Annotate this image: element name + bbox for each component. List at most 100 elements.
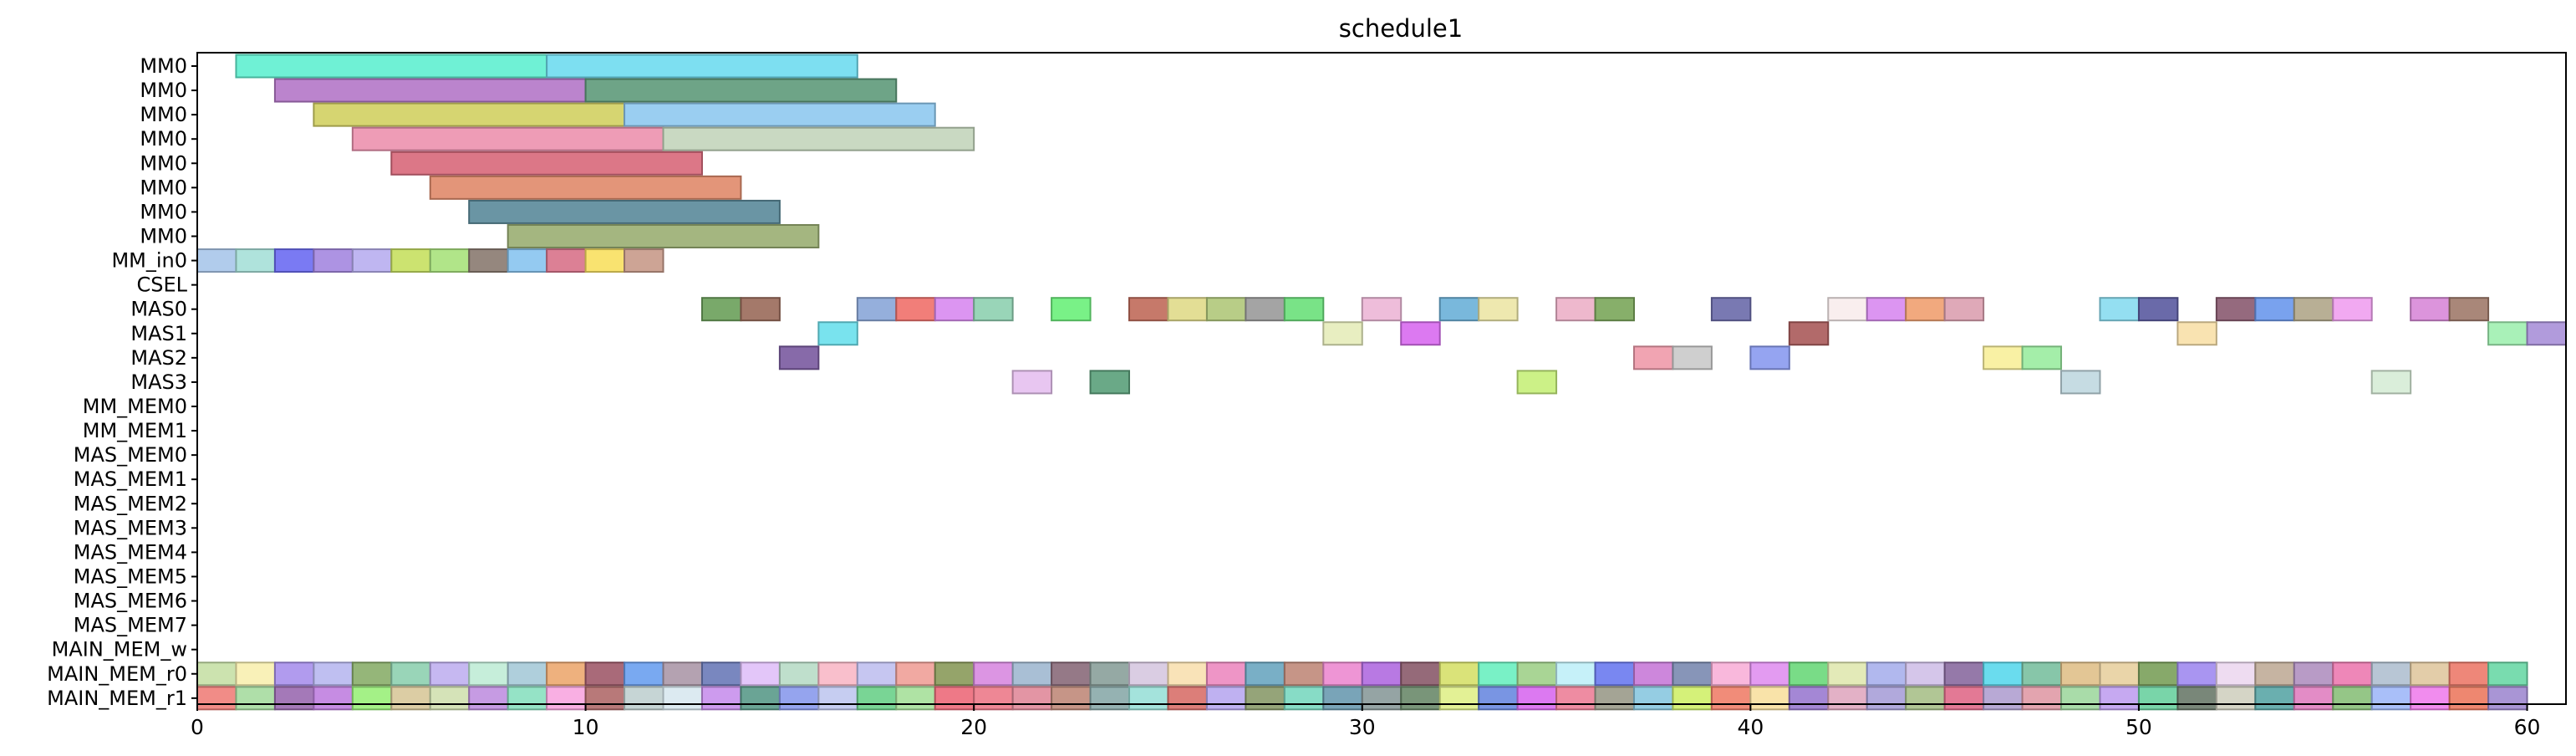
task-bar-116 — [1905, 662, 1946, 687]
task-bar-55 — [1322, 321, 1363, 346]
y-label-21: MAS_MEM5 — [74, 564, 187, 588]
task-bar-4 — [313, 102, 626, 127]
task-bar-141 — [546, 686, 587, 711]
task-bar-129 — [2410, 662, 2451, 687]
task-bar-182 — [2137, 686, 2179, 711]
task-bar-158 — [1205, 686, 1247, 711]
task-bar-23 — [624, 248, 664, 273]
task-bar-59 — [2487, 321, 2528, 346]
y-label-4: MM0 — [140, 151, 187, 175]
task-bar-124 — [2215, 662, 2257, 687]
task-bar-172 — [1749, 686, 1790, 711]
task-bar-183 — [2176, 686, 2217, 711]
task-bar-117 — [1943, 662, 1985, 687]
task-bar-49 — [2254, 297, 2295, 322]
task-bar-151 — [934, 686, 975, 711]
task-bar-96 — [1128, 662, 1169, 687]
y-label-7: MM0 — [140, 224, 187, 248]
task-bar-164 — [1438, 686, 1480, 711]
x-tick-label-50: 50 — [2125, 715, 2152, 739]
task-bar-174 — [1827, 686, 1868, 711]
task-bar-31 — [1128, 297, 1169, 322]
task-bar-48 — [2215, 297, 2257, 322]
task-bar-32 — [1167, 297, 1208, 322]
task-bar-69 — [1516, 370, 1558, 395]
task-bar-91 — [934, 662, 975, 687]
task-bar-2 — [273, 78, 587, 103]
task-bar-186 — [2293, 686, 2334, 711]
y-label-19: MAS_MEM3 — [74, 516, 187, 539]
task-bar-15 — [313, 248, 354, 273]
task-bar-166 — [1516, 686, 1558, 711]
task-bar-103 — [1400, 662, 1441, 687]
y-label-17: MAS_MEM1 — [74, 467, 187, 491]
task-bar-34 — [1245, 297, 1285, 322]
x-tick-label-20: 20 — [960, 715, 987, 739]
task-bar-146 — [740, 686, 781, 711]
x-axis: 0 10 20 30 40 50 60 — [191, 704, 2540, 739]
task-bar-64 — [1749, 345, 1790, 370]
task-bar-118 — [1983, 662, 2024, 687]
task-bar-65 — [1983, 345, 2024, 370]
task-bar-26 — [856, 297, 898, 322]
task-bar-137 — [390, 686, 431, 711]
y-label-25: MAIN_MEM_r0 — [47, 662, 187, 686]
task-bar-60 — [2526, 321, 2568, 346]
task-bar-95 — [1089, 662, 1131, 687]
task-bar-154 — [1051, 686, 1092, 711]
task-bar-177 — [1943, 686, 1985, 711]
task-bar-133 — [235, 686, 276, 711]
task-bar-160 — [1283, 686, 1325, 711]
task-bar-36 — [1361, 297, 1403, 322]
task-bar-175 — [1866, 686, 1907, 711]
task-bar-67 — [1011, 370, 1053, 395]
task-bar-12 — [196, 248, 237, 273]
task-bar-110 — [1672, 662, 1713, 687]
task-bar-74 — [273, 662, 315, 687]
task-bar-53 — [2448, 297, 2490, 322]
task-bar-179 — [2021, 686, 2063, 711]
task-bar-71 — [2370, 370, 2412, 395]
task-bar-78 — [429, 662, 471, 687]
y-label-18: MAS_MEM2 — [74, 492, 187, 515]
task-bar-57 — [1788, 321, 1830, 346]
task-bar-189 — [2410, 686, 2451, 711]
task-bar-135 — [313, 686, 354, 711]
task-bar-9 — [429, 175, 742, 200]
task-bar-115 — [1866, 662, 1907, 687]
task-bar-163 — [1400, 686, 1441, 711]
y-label-2: MM0 — [140, 103, 187, 126]
x-tick-label-0: 0 — [191, 715, 204, 739]
task-bar-82 — [584, 662, 626, 687]
x-tick-label-40: 40 — [1737, 715, 1764, 739]
task-bar-188 — [2370, 686, 2412, 711]
task-bar-185 — [2254, 686, 2295, 711]
task-bar-142 — [584, 686, 626, 711]
task-bar-45 — [1943, 297, 1985, 322]
task-bar-100 — [1283, 662, 1325, 687]
task-bar-156 — [1128, 686, 1169, 711]
task-bar-25 — [740, 297, 781, 322]
task-bar-159 — [1245, 686, 1285, 711]
task-bar-46 — [2099, 297, 2140, 322]
y-label-15: MM_MEM1 — [83, 419, 187, 442]
task-bar-1 — [546, 54, 858, 79]
y-label-0: MM0 — [140, 54, 187, 78]
y-label-9: CSEL — [136, 273, 187, 297]
task-bar-150 — [895, 686, 936, 711]
task-bar-92 — [973, 662, 1014, 687]
task-bar-72 — [196, 662, 237, 687]
task-bar-84 — [662, 662, 703, 687]
task-bar-98 — [1205, 662, 1247, 687]
task-bar-114 — [1827, 662, 1868, 687]
task-bar-51 — [2332, 297, 2373, 322]
task-bar-19 — [468, 248, 509, 273]
task-bar-80 — [507, 662, 548, 687]
task-bar-52 — [2410, 297, 2451, 322]
task-bar-8 — [390, 151, 703, 176]
y-label-11: MAS1 — [130, 322, 187, 345]
task-bar-10 — [468, 199, 781, 224]
task-bar-75 — [313, 662, 354, 687]
task-bar-127 — [2332, 662, 2373, 687]
task-bar-109 — [1632, 662, 1674, 687]
